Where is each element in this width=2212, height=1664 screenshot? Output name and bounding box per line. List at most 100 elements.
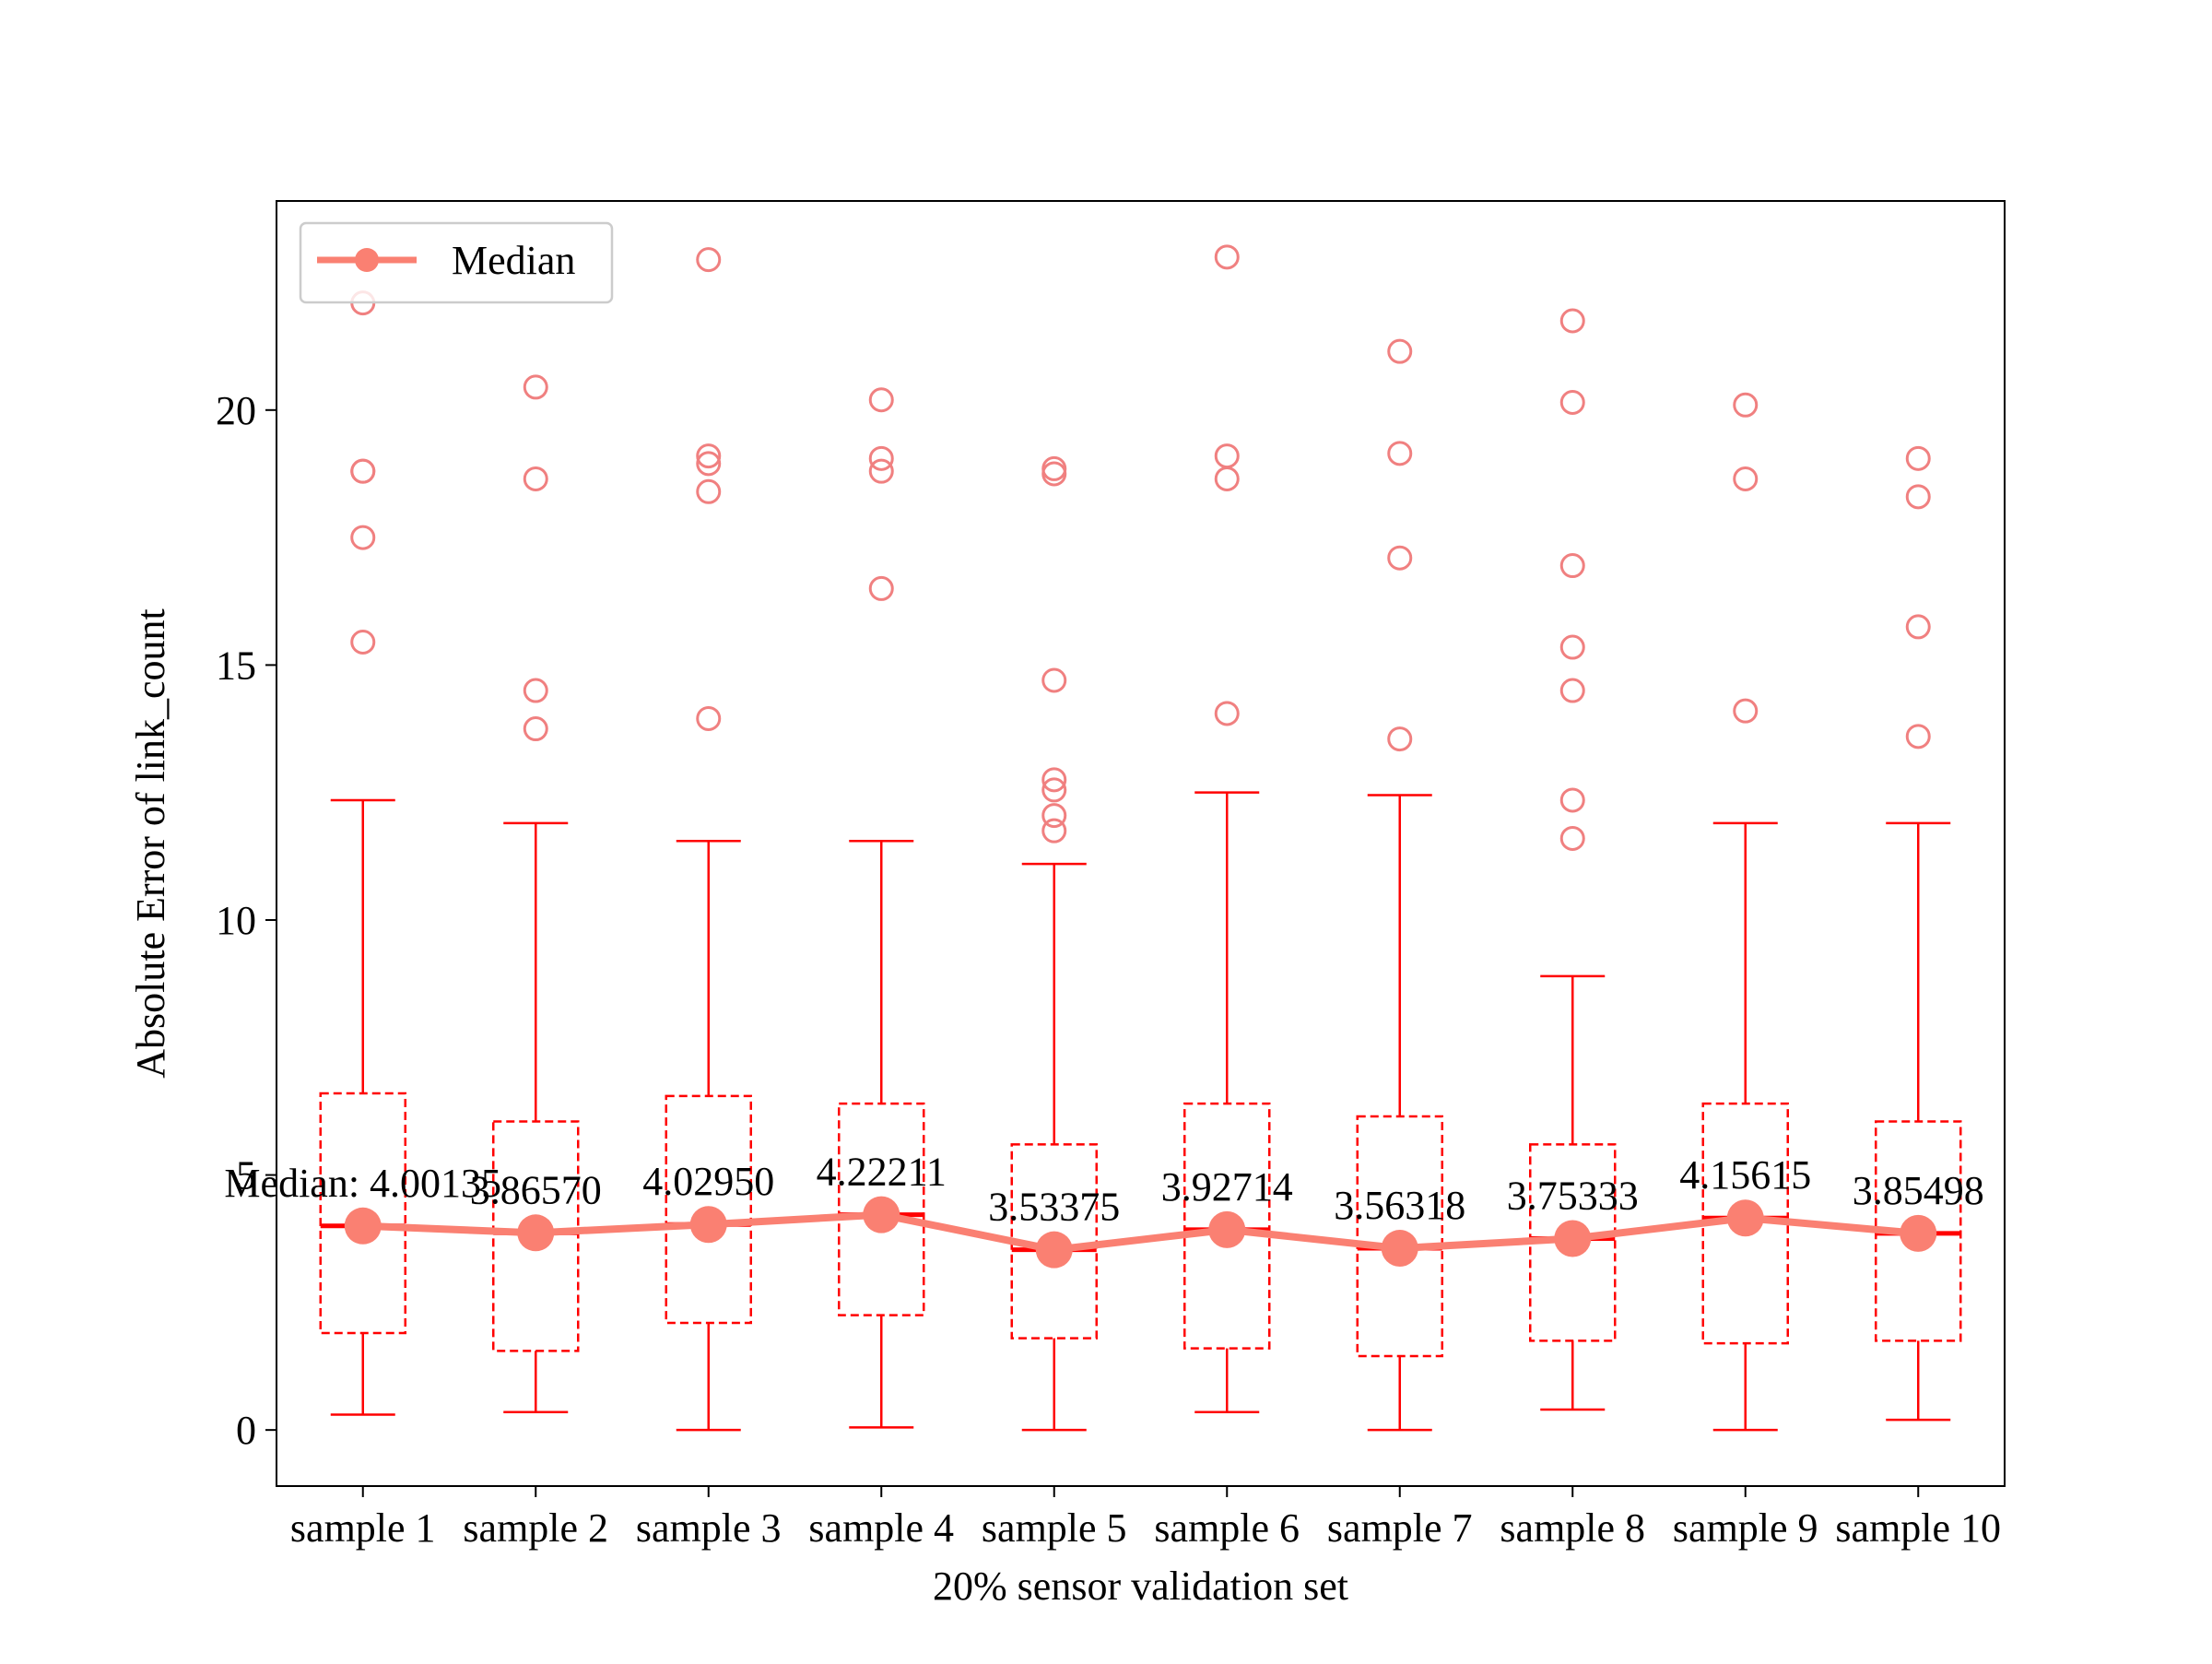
outlier-point: [696, 478, 722, 504]
x-tick-label: sample 3: [636, 1505, 782, 1551]
outlier-point: [350, 458, 376, 484]
outlier-point: [1041, 667, 1067, 693]
outlier-point: [1559, 390, 1585, 416]
outlier-point: [1387, 441, 1413, 466]
outlier-point: [1214, 244, 1240, 270]
median-value-label: Median: 4.00135: [224, 1161, 501, 1206]
median-marker: [1726, 1199, 1764, 1237]
outlier-point: [868, 387, 894, 413]
y-tick-label: 0: [236, 1408, 256, 1453]
box-group-5: [1010, 455, 1098, 1432]
plot-frame: [276, 200, 2006, 1487]
median-value-label: 3.85498: [1853, 1168, 1984, 1213]
outlier-point: [1905, 724, 1931, 749]
x-tick-label: sample 5: [982, 1505, 1127, 1551]
y-tick-label: 5: [236, 1153, 256, 1198]
outlier-point: [1559, 825, 1585, 851]
outlier-point: [1041, 803, 1067, 829]
median-marker: [517, 1214, 555, 1252]
y-axis-label: Absolute Error of link_count: [128, 608, 173, 1079]
median-marker: [344, 1207, 382, 1245]
outlier-point: [1214, 701, 1240, 726]
median-marker: [1381, 1230, 1418, 1268]
outlier-point: [1733, 698, 1759, 724]
median-marker: [1900, 1214, 1937, 1252]
outlier-point: [523, 678, 548, 703]
y-tick-label: 20: [216, 388, 256, 433]
outlier-point: [1559, 678, 1585, 703]
box-group-10: [1875, 445, 1962, 1422]
median-value-label: 3.53375: [988, 1185, 1120, 1230]
x-tick-label: sample 10: [1835, 1505, 2001, 1551]
legend-median-marker: [355, 248, 379, 272]
outlier-point: [868, 575, 894, 601]
outlier-point: [1905, 445, 1931, 471]
median-marker: [689, 1206, 727, 1244]
iqr-box: [319, 1092, 406, 1335]
x-tick-label: sample 4: [808, 1505, 954, 1551]
outlier-point: [696, 443, 722, 469]
y-tick-label: 10: [216, 898, 256, 943]
outlier-point: [1559, 634, 1585, 660]
outlier-point: [1041, 767, 1067, 793]
x-tick-label: sample 8: [1500, 1505, 1645, 1551]
outlier-point: [523, 466, 548, 491]
median-marker: [1554, 1220, 1592, 1257]
outlier-point: [868, 445, 894, 471]
outlier-point: [1387, 338, 1413, 364]
outlier-point: [696, 705, 722, 731]
median-value-label: 3.92714: [1161, 1164, 1293, 1210]
outlier-point: [1559, 553, 1585, 579]
outlier-point: [868, 458, 894, 484]
chart-marks: [319, 244, 1962, 1432]
box-group-1: [319, 290, 406, 1416]
axes: 0 5 10 15 20 sample 1 sample 2 sample 3 sample 4…: [216, 388, 2001, 1551]
x-tick-label: sample 6: [1154, 1505, 1300, 1551]
x-tick-label: sample 2: [463, 1505, 608, 1551]
iqr-box: [838, 1102, 925, 1316]
legend-label-median: Median: [452, 238, 575, 283]
outlier-point: [1387, 545, 1413, 571]
median-marker: [1208, 1210, 1246, 1248]
box-group-3: [665, 247, 752, 1432]
outlier-point: [1041, 777, 1067, 803]
iqr-box: [665, 1094, 752, 1325]
median-value-label: 4.22211: [817, 1150, 947, 1195]
median-value-label: 3.86570: [470, 1167, 602, 1212]
outlier-point: [696, 247, 722, 273]
outlier-point: [523, 716, 548, 742]
outlier-point: [1387, 726, 1413, 752]
median-value-label: 3.75333: [1507, 1174, 1639, 1219]
box-group-9: [1701, 392, 1789, 1432]
outlier-point: [1041, 455, 1067, 481]
median-value-label: 3.56318: [1334, 1183, 1465, 1228]
outlier-point: [350, 629, 376, 655]
iqr-box: [1356, 1115, 1443, 1358]
iqr-box: [1701, 1102, 1789, 1345]
outlier-point: [1041, 818, 1067, 844]
y-tick-label: 15: [216, 643, 256, 688]
legend: Median: [299, 221, 614, 304]
outlier-point: [1214, 466, 1240, 491]
box-group-2: [492, 374, 580, 1414]
x-tick-label: sample 1: [290, 1505, 436, 1551]
outlier-point: [1559, 787, 1585, 813]
outlier-point: [1905, 484, 1931, 510]
outlier-point: [350, 525, 376, 550]
x-axis-label: 20% sensor validation set: [933, 1564, 1348, 1609]
outlier-point: [1214, 443, 1240, 469]
x-tick-label: sample 7: [1327, 1505, 1473, 1551]
outlier-point: [523, 374, 548, 400]
median-value-label: 4.15615: [1679, 1152, 1811, 1198]
outlier-point: [1733, 392, 1759, 418]
iqr-box: [1529, 1143, 1617, 1342]
outlier-point: [696, 451, 722, 477]
legend-frame: [299, 221, 614, 304]
x-tick-label: sample 9: [1673, 1505, 1818, 1551]
iqr-box: [1183, 1102, 1271, 1350]
outlier-point: [1905, 614, 1931, 640]
outlier-point: [1041, 461, 1067, 487]
